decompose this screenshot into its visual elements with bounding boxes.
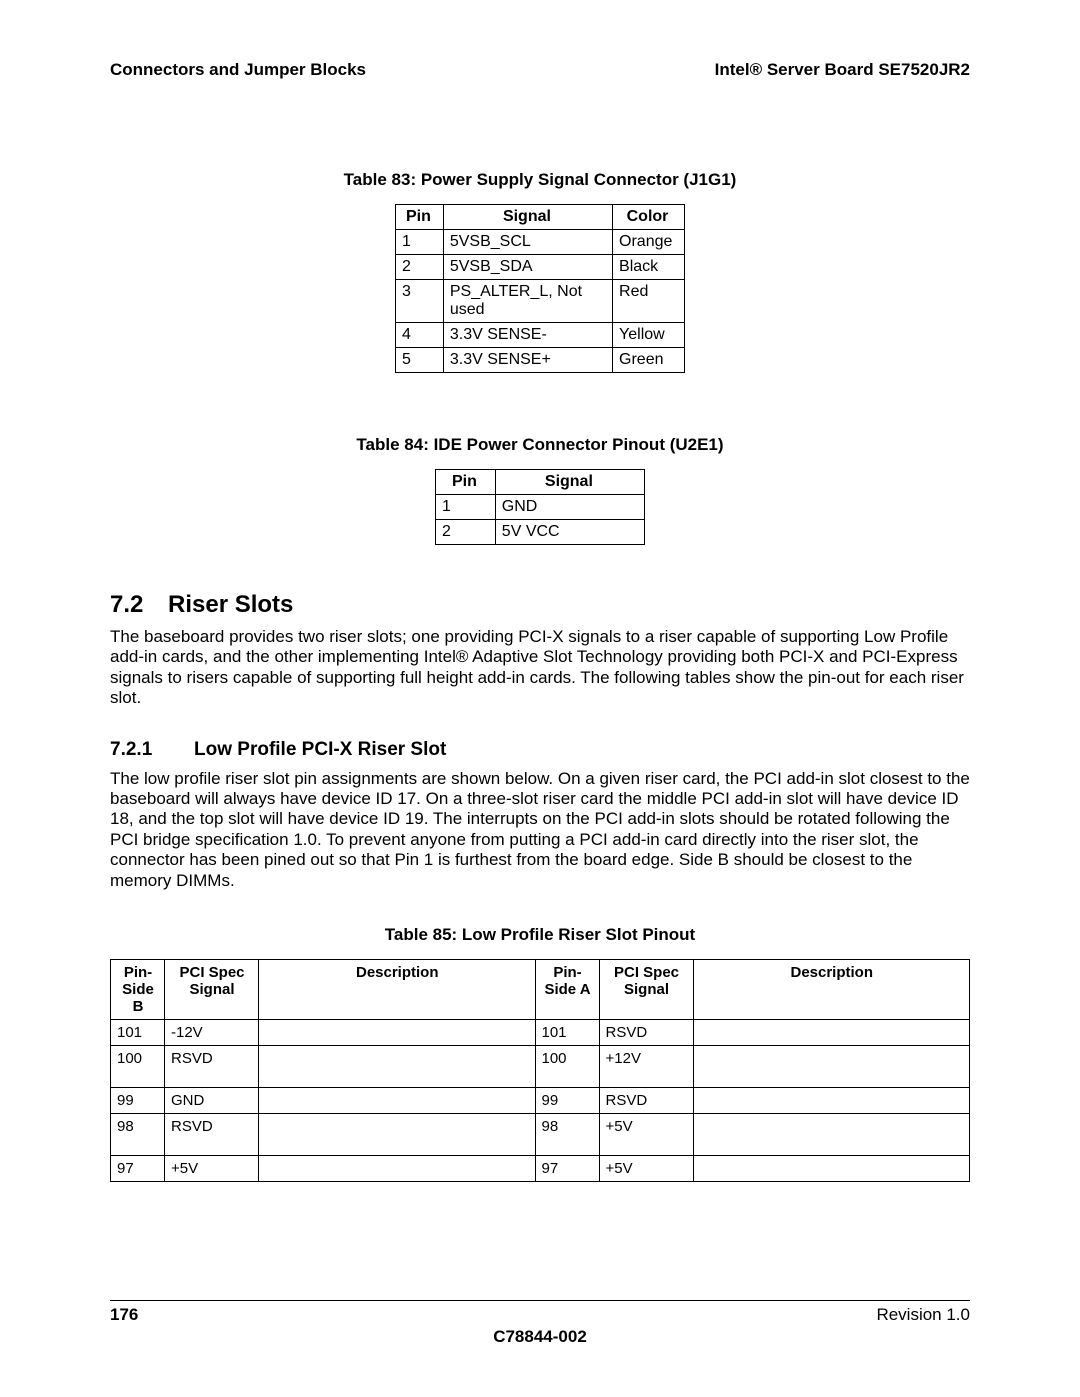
header-left: Connectors and Jumper Blocks — [110, 60, 366, 80]
subsection-title: Low Profile PCI-X Riser Slot — [194, 739, 446, 760]
table-cell: RSVD — [599, 1019, 693, 1045]
table-cell: 5VSB_SDA — [443, 255, 612, 280]
table-cell: 99 — [535, 1087, 599, 1113]
table85-caption: Table 85: Low Profile Riser Slot Pinout — [110, 925, 970, 945]
table-cell: Yellow — [613, 323, 685, 348]
page-header: Connectors and Jumper Blocks Intel® Serv… — [110, 60, 970, 80]
table-cell: -12V — [165, 1019, 259, 1045]
table83: Pin Signal Color 15VSB_SCLOrange25VSB_SD… — [395, 204, 685, 373]
table-cell — [259, 1019, 536, 1045]
table-cell: 97 — [535, 1155, 599, 1181]
subsection-number: 7.2.1 — [110, 739, 194, 761]
footer-revision: Revision 1.0 — [876, 1305, 970, 1325]
footer-page-number: 176 — [110, 1305, 138, 1325]
table83-th-signal: Signal — [443, 205, 612, 230]
table-cell — [259, 1087, 536, 1113]
footer-docnum: C78844-002 — [110, 1327, 970, 1347]
table-cell: 4 — [396, 323, 444, 348]
table-cell: 101 — [535, 1019, 599, 1045]
table83-th-pin: Pin — [396, 205, 444, 230]
table-cell: 98 — [111, 1113, 165, 1155]
table85: Pin-Side B PCI Spec Signal Description P… — [110, 959, 970, 1182]
table-cell: 100 — [535, 1045, 599, 1087]
table-cell: RSVD — [599, 1087, 693, 1113]
section-7-2-1-body: The low profile riser slot pin assignmen… — [110, 769, 970, 891]
t85-h5: PCI Spec Signal — [599, 959, 693, 1019]
table-cell — [693, 1087, 970, 1113]
table-row: 53.3V SENSE+Green — [396, 348, 685, 373]
table83-caption: Table 83: Power Supply Signal Connector … — [110, 170, 970, 190]
page-footer: 176 Revision 1.0 C78844-002 — [110, 1282, 970, 1347]
section-number: 7.2 — [110, 591, 168, 619]
t85-h4: Pin-Side A — [535, 959, 599, 1019]
table-cell: Green — [613, 348, 685, 373]
table-cell: 3 — [396, 280, 444, 323]
table83-th-color: Color — [613, 205, 685, 230]
table-cell: 3.3V SENSE- — [443, 323, 612, 348]
t85-h2: PCI Spec Signal — [165, 959, 259, 1019]
table84-th-signal: Signal — [495, 470, 644, 495]
table-cell: +5V — [165, 1155, 259, 1181]
table-row: 98RSVD98+5V — [111, 1113, 970, 1155]
section-title: Riser Slots — [168, 591, 293, 618]
table-cell — [693, 1113, 970, 1155]
table-row: 43.3V SENSE-Yellow — [396, 323, 685, 348]
table-cell — [259, 1113, 536, 1155]
table-cell: 100 — [111, 1045, 165, 1087]
table-cell: GND — [165, 1087, 259, 1113]
table84: Pin Signal 1GND25V VCC — [435, 469, 645, 545]
table-cell: 5 — [396, 348, 444, 373]
header-right: Intel® Server Board SE7520JR2 — [715, 60, 970, 80]
table-row: 99GND99RSVD — [111, 1087, 970, 1113]
t85-h6: Description — [693, 959, 970, 1019]
table84-th-pin: Pin — [436, 470, 496, 495]
table-row: 25VSB_SDABlack — [396, 255, 685, 280]
table-cell: +12V — [599, 1045, 693, 1087]
table-cell: 101 — [111, 1019, 165, 1045]
table-cell: 1 — [436, 495, 496, 520]
table-cell: 99 — [111, 1087, 165, 1113]
table-cell: 97 — [111, 1155, 165, 1181]
table-cell: PS_ALTER_L, Not used — [443, 280, 612, 323]
table-row: 15VSB_SCLOrange — [396, 230, 685, 255]
table-cell: 2 — [396, 255, 444, 280]
table-cell: Black — [613, 255, 685, 280]
table-cell: RSVD — [165, 1113, 259, 1155]
table-cell: Orange — [613, 230, 685, 255]
t85-h1: Pin-Side B — [111, 959, 165, 1019]
table-row: 101-12V101RSVD — [111, 1019, 970, 1045]
table-row: 97+5V97+5V — [111, 1155, 970, 1181]
table-cell — [693, 1045, 970, 1087]
table-row: 25V VCC — [436, 520, 645, 545]
table-cell: RSVD — [165, 1045, 259, 1087]
section-7-2-heading: 7.2Riser Slots — [110, 591, 970, 619]
table-cell — [259, 1155, 536, 1181]
table-row: 1GND — [436, 495, 645, 520]
section-7-2-1-heading: 7.2.1Low Profile PCI-X Riser Slot — [110, 739, 970, 761]
table-cell — [693, 1155, 970, 1181]
table-cell: Red — [613, 280, 685, 323]
table-cell: +5V — [599, 1155, 693, 1181]
table-cell: GND — [495, 495, 644, 520]
table-cell: 98 — [535, 1113, 599, 1155]
table84-caption: Table 84: IDE Power Connector Pinout (U2… — [110, 435, 970, 455]
table-cell — [693, 1019, 970, 1045]
table-cell: 3.3V SENSE+ — [443, 348, 612, 373]
table-row: 100RSVD100+12V — [111, 1045, 970, 1087]
table-cell: 2 — [436, 520, 496, 545]
table-cell: 5V VCC — [495, 520, 644, 545]
table-row: 3PS_ALTER_L, Not usedRed — [396, 280, 685, 323]
table-cell: +5V — [599, 1113, 693, 1155]
t85-h3: Description — [259, 959, 536, 1019]
table-cell: 5VSB_SCL — [443, 230, 612, 255]
table-cell — [259, 1045, 536, 1087]
table-cell: 1 — [396, 230, 444, 255]
footer-rule — [110, 1300, 970, 1301]
section-7-2-body: The baseboard provides two riser slots; … — [110, 627, 970, 709]
